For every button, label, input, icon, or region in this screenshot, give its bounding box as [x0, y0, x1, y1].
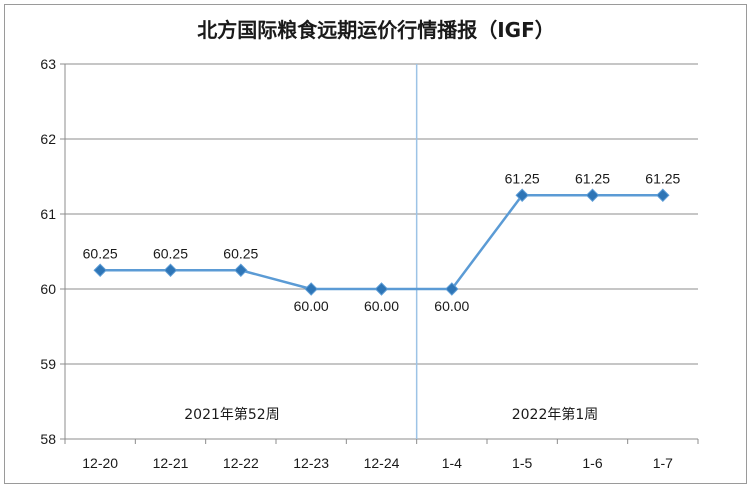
- data-point: [163, 263, 178, 277]
- x-tick-label: 12-20: [82, 455, 118, 471]
- data-label: 60.00: [294, 298, 329, 314]
- data-label: 61.25: [505, 170, 540, 186]
- data-label: 60.25: [153, 245, 188, 261]
- y-tick-label: 58: [40, 431, 56, 447]
- week-annotations: 2021年第52周 2022年第1周: [184, 406, 598, 423]
- x-tick-label: 12-21: [153, 455, 189, 471]
- y-axis: 58 59 60 61 62 63: [40, 56, 66, 447]
- y-tick-label: 63: [40, 56, 56, 72]
- x-tick-label: 1-6: [582, 455, 602, 471]
- x-tick-label: 12-22: [223, 455, 259, 471]
- data-point: [656, 188, 670, 202]
- data-point: [515, 188, 529, 202]
- data-point: [445, 282, 459, 296]
- y-tick-label: 62: [40, 131, 56, 147]
- week-annotation-2022-1: 2022年第1周: [512, 406, 599, 423]
- data-label: 60.25: [223, 245, 258, 261]
- y-tick-label: 59: [40, 356, 56, 372]
- week-annotation-2021-52: 2021年第52周: [184, 406, 279, 423]
- data-labels: 60.25 60.25 60.25 60.00 60.00 60.00 61.25 61.25…: [83, 170, 681, 314]
- series-line: [100, 194, 663, 291]
- data-label: 61.25: [575, 170, 610, 186]
- x-axis: 12-20 12-21 12-22 12-23 12-24 1-4 1-5 1-6 1-7: [64, 438, 699, 471]
- x-tick-label: 12-23: [293, 455, 329, 471]
- x-tick-label: 1-7: [653, 455, 673, 471]
- data-label: 60.00: [434, 298, 469, 314]
- data-point: [304, 282, 318, 296]
- x-tick-label: 1-5: [512, 455, 532, 471]
- series-line-path: [100, 194, 663, 291]
- data-markers: [93, 188, 670, 296]
- data-point: [585, 188, 600, 202]
- x-tick-label: 1-4: [442, 455, 462, 471]
- chart-frame: [4, 4, 747, 484]
- x-tick-label: 12-24: [364, 455, 400, 471]
- data-point: [374, 282, 389, 296]
- data-point: [234, 263, 248, 277]
- data-label: 60.00: [364, 298, 399, 314]
- chart-title: 北方国际粮食远期运价行情播报（IGF）: [197, 18, 555, 42]
- y-tick-label: 60: [40, 281, 56, 297]
- data-point: [93, 263, 107, 277]
- data-label: 61.25: [645, 170, 680, 186]
- y-tick-label: 61: [40, 206, 56, 222]
- data-label: 60.25: [83, 245, 118, 261]
